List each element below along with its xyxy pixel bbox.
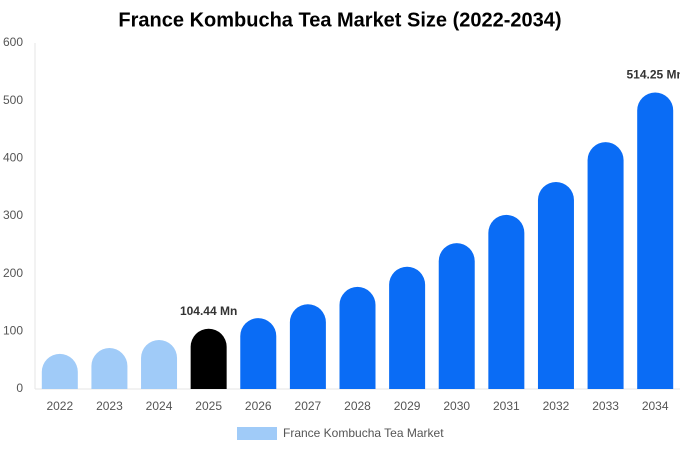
x-tick-label: 2025 (195, 399, 222, 413)
bar (240, 318, 277, 389)
bar (587, 142, 624, 389)
bar (389, 266, 426, 389)
y-tick-label: 400 (3, 151, 23, 165)
y-tick-label: 200 (3, 266, 23, 280)
x-tick-label: 2032 (543, 399, 570, 413)
x-tick-label: 2028 (344, 399, 371, 413)
x-tick-label: 2026 (245, 399, 272, 413)
bar (488, 214, 525, 389)
data-label: 514.25 Mn (627, 68, 680, 82)
x-tick-label: 2024 (146, 399, 173, 413)
bar (289, 304, 326, 389)
x-tick-label: 2034 (642, 399, 669, 413)
x-tick-label: 2030 (443, 399, 470, 413)
bar (190, 328, 227, 389)
y-tick-label: 100 (3, 324, 23, 338)
x-tick-label: 2031 (493, 399, 520, 413)
y-tick-label: 600 (3, 35, 23, 49)
data-label: 104.44 Mn (180, 304, 237, 318)
x-tick-label: 2033 (592, 399, 619, 413)
bar (438, 243, 475, 389)
bar (339, 286, 376, 389)
bar (537, 181, 574, 389)
bar (637, 92, 674, 390)
x-tick-label: 2027 (295, 399, 322, 413)
x-tick-label: 2029 (394, 399, 421, 413)
y-tick-label: 500 (3, 93, 23, 107)
legend-label: France Kombucha Tea Market (283, 426, 444, 440)
bar (41, 353, 78, 389)
y-tick-label: 0 (16, 381, 23, 395)
legend-swatch (237, 427, 277, 440)
y-tick-label: 300 (3, 208, 23, 222)
chart-title: France Kombucha Tea Market Size (2022-20… (118, 9, 561, 31)
x-tick-label: 2022 (46, 399, 73, 413)
x-tick-label: 2023 (96, 399, 123, 413)
bar (91, 348, 128, 389)
bar (141, 339, 178, 389)
